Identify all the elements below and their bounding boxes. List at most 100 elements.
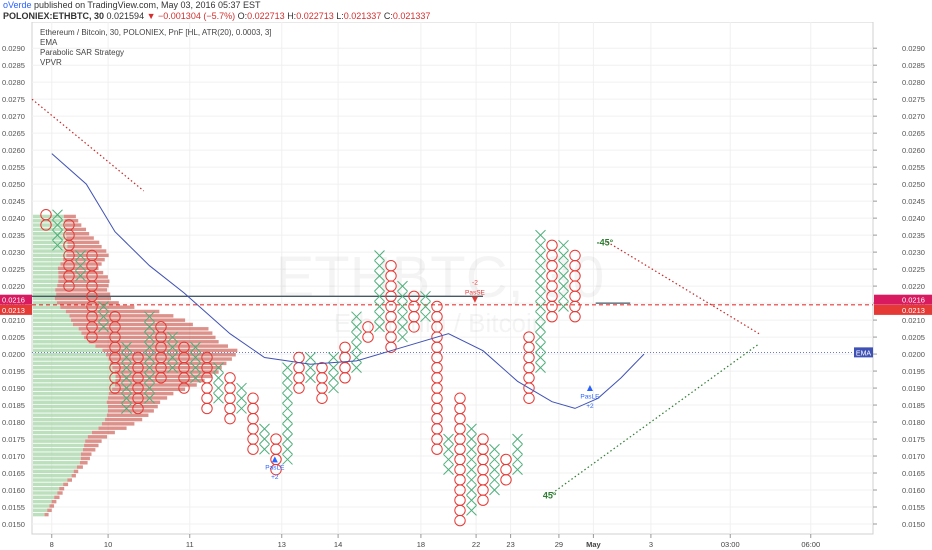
- legend-title: Ethereum / Bitcoin, 30, POLONIEX, PnF [H…: [40, 28, 272, 37]
- pnf-x-mark: [52, 239, 63, 251]
- vpvr-up-bar: [33, 391, 109, 396]
- author-link[interactable]: oVerde: [3, 0, 32, 10]
- pnf-x-mark: [190, 372, 201, 384]
- y-tick-label-right: 0.0185: [902, 401, 925, 410]
- pnf-x-mark: [282, 382, 293, 394]
- vpvr-up-bar: [33, 283, 58, 288]
- chart-header: oVerde published on TradingView.com, May…: [0, 0, 932, 22]
- y-tick-label-left: 0.0205: [2, 333, 25, 342]
- trend-line-neg45: [606, 241, 760, 335]
- y-tick-label-right: 0.0175: [902, 435, 925, 444]
- vpvr-up-bar: [33, 465, 77, 469]
- vpvr-down-bar: [115, 374, 213, 379]
- y-tick-label-left: 0.0175: [2, 435, 25, 444]
- price-tag-right: [874, 294, 932, 305]
- y-axis-left[interactable]: 0.0150 0.0155 0.0160 0.0165 0.0170 0.0175 0.01…: [2, 44, 25, 529]
- pnf-x-mark: [535, 321, 546, 333]
- pnf-x-mark: [558, 270, 569, 282]
- annotation-label: +2: [271, 474, 279, 481]
- pnf-x-mark: [98, 311, 109, 323]
- vpvr-up-bar: [33, 378, 116, 383]
- y-tick-label-right: 0.0225: [902, 265, 925, 274]
- vpvr-up-bar: [33, 292, 57, 296]
- low-label: L:: [336, 11, 344, 21]
- pnf-o-mark: [109, 310, 121, 323]
- pnf-x-mark: [282, 362, 293, 374]
- y-tick-label-left: 0.0290: [2, 44, 25, 53]
- y-tick-label-right: 0.0285: [902, 61, 925, 70]
- pnf-x-mark: [535, 290, 546, 302]
- pnf-x-mark: [144, 341, 155, 353]
- vpvr-down-bar: [76, 465, 83, 469]
- open-value: 0.022713: [247, 11, 285, 21]
- annotation-label: -2: [472, 279, 478, 286]
- grid: [32, 22, 873, 534]
- pnf-x-mark: [535, 280, 546, 292]
- x-tick-label: 03:00: [721, 540, 740, 549]
- y-tick-label-left: 0.0150: [2, 520, 25, 529]
- pnf-x-mark: [328, 362, 339, 374]
- y-tick-label-right: 0.0220: [902, 282, 925, 291]
- vpvr-down-bar: [63, 214, 76, 219]
- pnf-x-mark: [259, 423, 270, 435]
- pnf-x-mark: [144, 372, 155, 384]
- vpvr-up-bar: [33, 318, 72, 322]
- vpvr-down-bar: [60, 262, 102, 266]
- vpvr-down-bar: [65, 227, 87, 232]
- arrow-up-icon: [586, 385, 593, 392]
- ema-price-tag: [854, 347, 873, 358]
- pnf-x-mark: [52, 229, 63, 241]
- vpvr-up-bar: [33, 365, 113, 370]
- x-axis[interactable]: 8 10 11 13 14 18 22 23 29 May 3 03:00 06:00: [50, 534, 820, 549]
- vpvr-down-bar: [44, 512, 49, 517]
- pnf-x-mark: [213, 392, 224, 404]
- pnf-x-mark: [144, 392, 155, 404]
- vpvr-up-bar: [33, 214, 64, 219]
- vpvr-up-bar: [33, 478, 68, 482]
- x-tick-label: 22: [472, 540, 480, 549]
- vpvr-down-bar: [73, 469, 79, 474]
- vpvr-up-bar: [33, 456, 81, 461]
- pnf-x-mark: [213, 382, 224, 394]
- pnf-x-mark: [535, 362, 546, 374]
- levels: [31, 98, 873, 494]
- vpvr-down-bar: [79, 461, 88, 465]
- vpvr-up-bar: [33, 257, 64, 262]
- high-label: H:: [287, 11, 297, 21]
- vpvr-down-bar: [80, 456, 90, 461]
- price-tag-right-text: 0.0216: [902, 296, 925, 305]
- pnf-x-mark: [282, 403, 293, 414]
- vpvr-up-bar: [33, 426, 99, 430]
- y-tick-label-left: 0.0160: [2, 486, 25, 495]
- annotation-label: PasSE: [465, 289, 486, 296]
- pnf-x-mark: [443, 454, 454, 465]
- pnf-x-mark: [121, 392, 132, 404]
- x-tick-label: 06:00: [801, 540, 820, 549]
- pnf-x-mark: [466, 494, 477, 506]
- pnf-x-mark: [512, 464, 523, 475]
- vpvr-up-bar: [33, 486, 60, 491]
- vpvr-down-bar: [54, 296, 111, 301]
- pnf-chart[interactable]: ETHBTC, 30 Ethereum / Bitcoin -45°45°Pas…: [0, 22, 932, 550]
- vpvr-down-bar: [107, 409, 154, 413]
- vpvr-down-bar: [57, 491, 63, 495]
- vpvr-down-bar: [66, 249, 107, 253]
- pnf-x-mark: [466, 474, 477, 486]
- pnf-x-mark: [397, 290, 408, 302]
- vpvr-up-bar: [33, 253, 67, 258]
- pnf-o-mark: [523, 331, 535, 343]
- vpvr-down-bar: [84, 443, 99, 448]
- pnf-x-mark: [121, 382, 132, 394]
- vpvr-down-bar: [114, 370, 219, 374]
- y-axis-right[interactable]: 0.0150 0.0155 0.0160 0.0165 0.0170 0.0175 0.01…: [873, 44, 925, 529]
- y-tick-label-right: 0.0290: [902, 44, 925, 53]
- pnf-x-mark: [144, 362, 155, 374]
- vpvr-down-bar: [106, 353, 236, 357]
- y-tick-label-right: 0.0265: [902, 129, 925, 138]
- y-tick-label-left: 0.0180: [2, 418, 25, 427]
- vpvr-up-bar: [33, 508, 48, 513]
- vpvr-down-bar: [59, 486, 65, 491]
- pnf-o-mark: [385, 260, 397, 272]
- vpvr-down-bar: [106, 400, 161, 404]
- pnf-x-mark: [558, 260, 569, 272]
